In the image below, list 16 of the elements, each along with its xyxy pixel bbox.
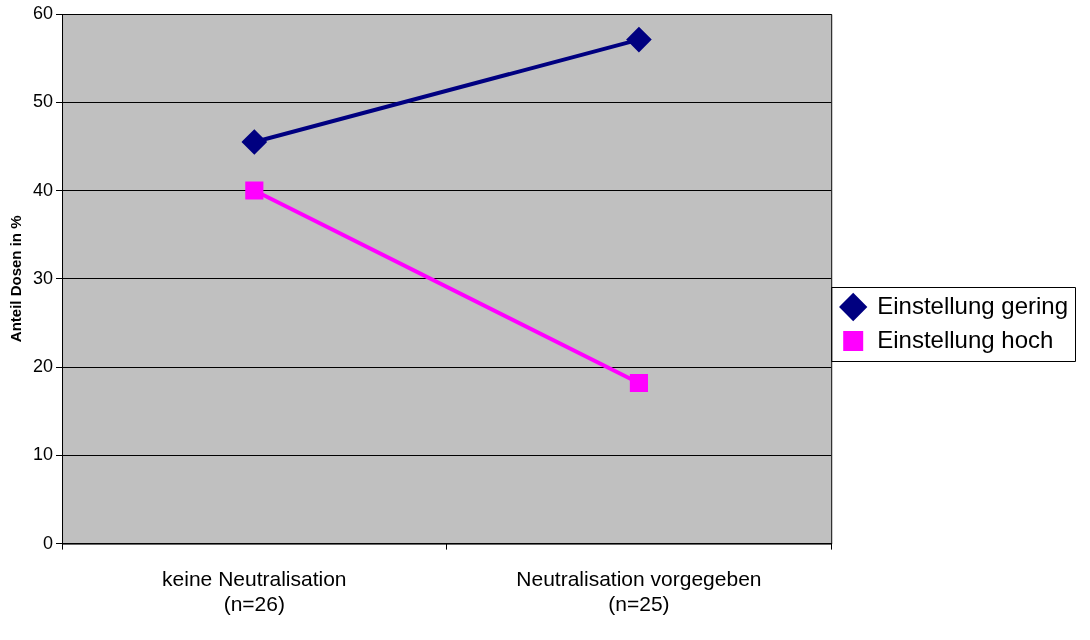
y-tick-label: 30 <box>32 267 54 288</box>
y-tick-label: 0 <box>43 532 54 553</box>
x-tick-label: keine Neutralisation (n=26) <box>162 567 347 616</box>
x-tick-label: Neutralisation vorgegeben (n=25) <box>516 567 762 616</box>
y-axis-title: Anteil Dosen in % <box>7 215 25 343</box>
y-tick-label: 10 <box>32 444 54 465</box>
y-tick-label: 20 <box>32 356 54 377</box>
point <box>242 129 267 154</box>
y-tick-label: 50 <box>32 91 54 112</box>
point <box>245 181 264 200</box>
point <box>626 27 651 52</box>
legend-label: Einstellung gering <box>877 291 1068 319</box>
legend-label: Einstellung hoch <box>877 325 1054 353</box>
y-tick-label: 40 <box>32 179 54 200</box>
y-tick-label: 60 <box>32 2 54 23</box>
point <box>629 373 648 393</box>
